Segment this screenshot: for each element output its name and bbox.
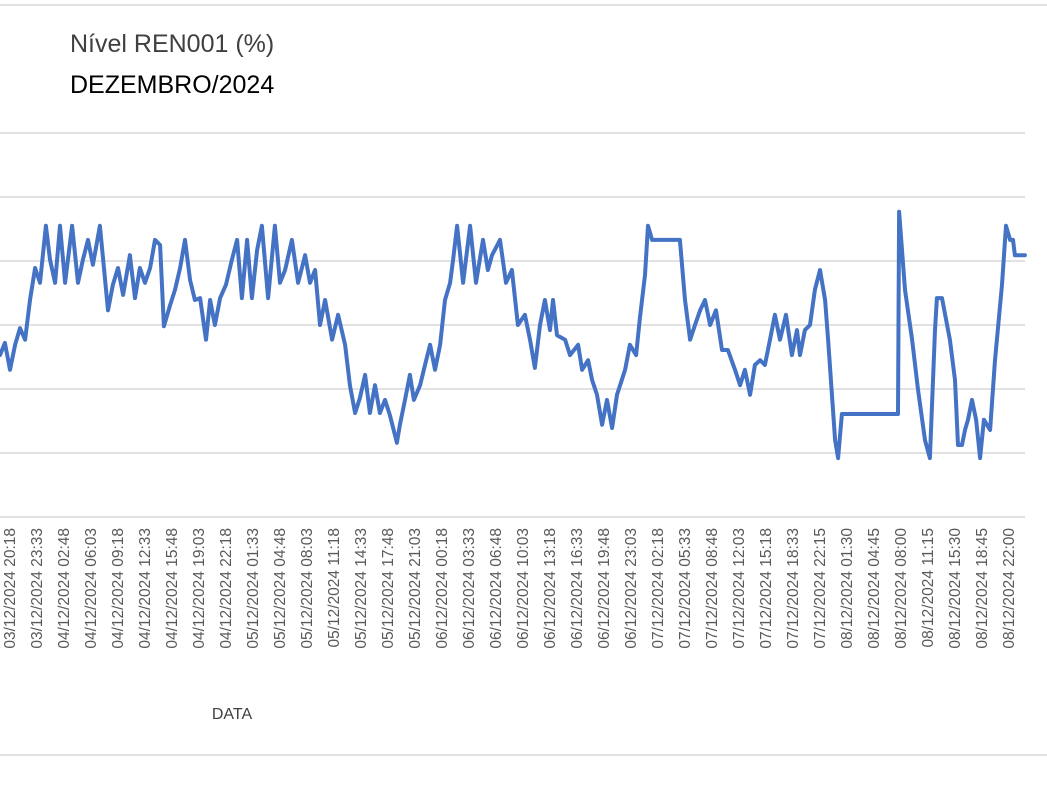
x-tick-label: 04/12/2024 12:33: [137, 528, 154, 649]
x-axis-label: DATA: [212, 706, 253, 723]
x-tick-label: 05/12/2024 11:18: [326, 528, 343, 648]
x-tick-label: 08/12/2024 22:00: [1001, 528, 1018, 649]
series-line-nivel-ren001: [0, 209, 1027, 461]
x-tick-label: 07/12/2024 18:33: [785, 528, 802, 649]
x-tick-label: 08/12/2024 01:30: [839, 528, 856, 649]
x-tick-label: 07/12/2024 12:03: [731, 528, 748, 649]
x-tick-label: 07/12/2024 08:48: [704, 528, 721, 649]
x-tick-label: 05/12/2024 17:48: [380, 528, 397, 649]
x-tick-label: 07/12/2024 02:18: [650, 528, 667, 649]
chart-subtitle: DEZEMBRO/2024: [70, 71, 274, 99]
x-tick-label: 05/12/2024 14:33: [353, 528, 370, 649]
x-tick-label: 06/12/2024 03:33: [461, 528, 478, 649]
x-tick-label: 06/12/2024 10:03: [515, 528, 532, 649]
gridlines: [0, 132, 1025, 518]
x-tick-label: 06/12/2024 13:18: [542, 528, 559, 649]
x-tick-label: 04/12/2024 22:18: [218, 528, 235, 649]
x-tick-label: 07/12/2024 22:15: [812, 528, 829, 649]
x-tick-label: 04/12/2024 19:03: [191, 528, 208, 649]
x-tick-label: 08/12/2024 11:15: [920, 528, 937, 648]
x-tick-label: 05/12/2024 01:33: [245, 528, 262, 649]
x-tick-label: 03/12/2024 20:18: [2, 528, 19, 649]
x-tick-label: 08/12/2024 15:30: [947, 528, 964, 649]
x-tick-label: 06/12/2024 00:18: [434, 528, 451, 649]
chart-title: Nível REN001 (%): [70, 30, 274, 58]
x-tick-label: 08/12/2024 08:00: [893, 528, 910, 649]
x-tick-label: 03/12/2024 23:33: [29, 528, 46, 649]
x-tick-label: 06/12/2024 16:33: [569, 528, 586, 649]
x-tick-label: 04/12/2024 15:48: [164, 528, 181, 649]
x-tick-label: 05/12/2024 21:03: [407, 528, 424, 649]
x-tick-label: 08/12/2024 18:45: [974, 528, 991, 649]
x-tick-label: 08/12/2024 04:45: [866, 528, 883, 649]
x-tick-label: 05/12/2024 08:03: [299, 528, 316, 649]
x-tick-label: 06/12/2024 06:48: [488, 528, 505, 649]
x-tick-labels: 03/12/2024 20:18 03/12/2024 23:33 04/12/20…: [2, 528, 1018, 649]
x-tick-label: 07/12/2024 05:33: [677, 528, 694, 649]
x-tick-label: 06/12/2024 19:48: [596, 528, 613, 649]
x-tick-label: 04/12/2024 02:48: [56, 528, 73, 649]
x-tick-label: 06/12/2024 23:03: [623, 528, 640, 649]
x-tick-label: 04/12/2024 06:03: [83, 528, 100, 649]
x-tick-label: 05/12/2024 04:48: [272, 528, 289, 649]
x-tick-label: 07/12/2024 15:18: [758, 528, 775, 649]
x-tick-label: 04/12/2024 09:18: [110, 528, 127, 649]
